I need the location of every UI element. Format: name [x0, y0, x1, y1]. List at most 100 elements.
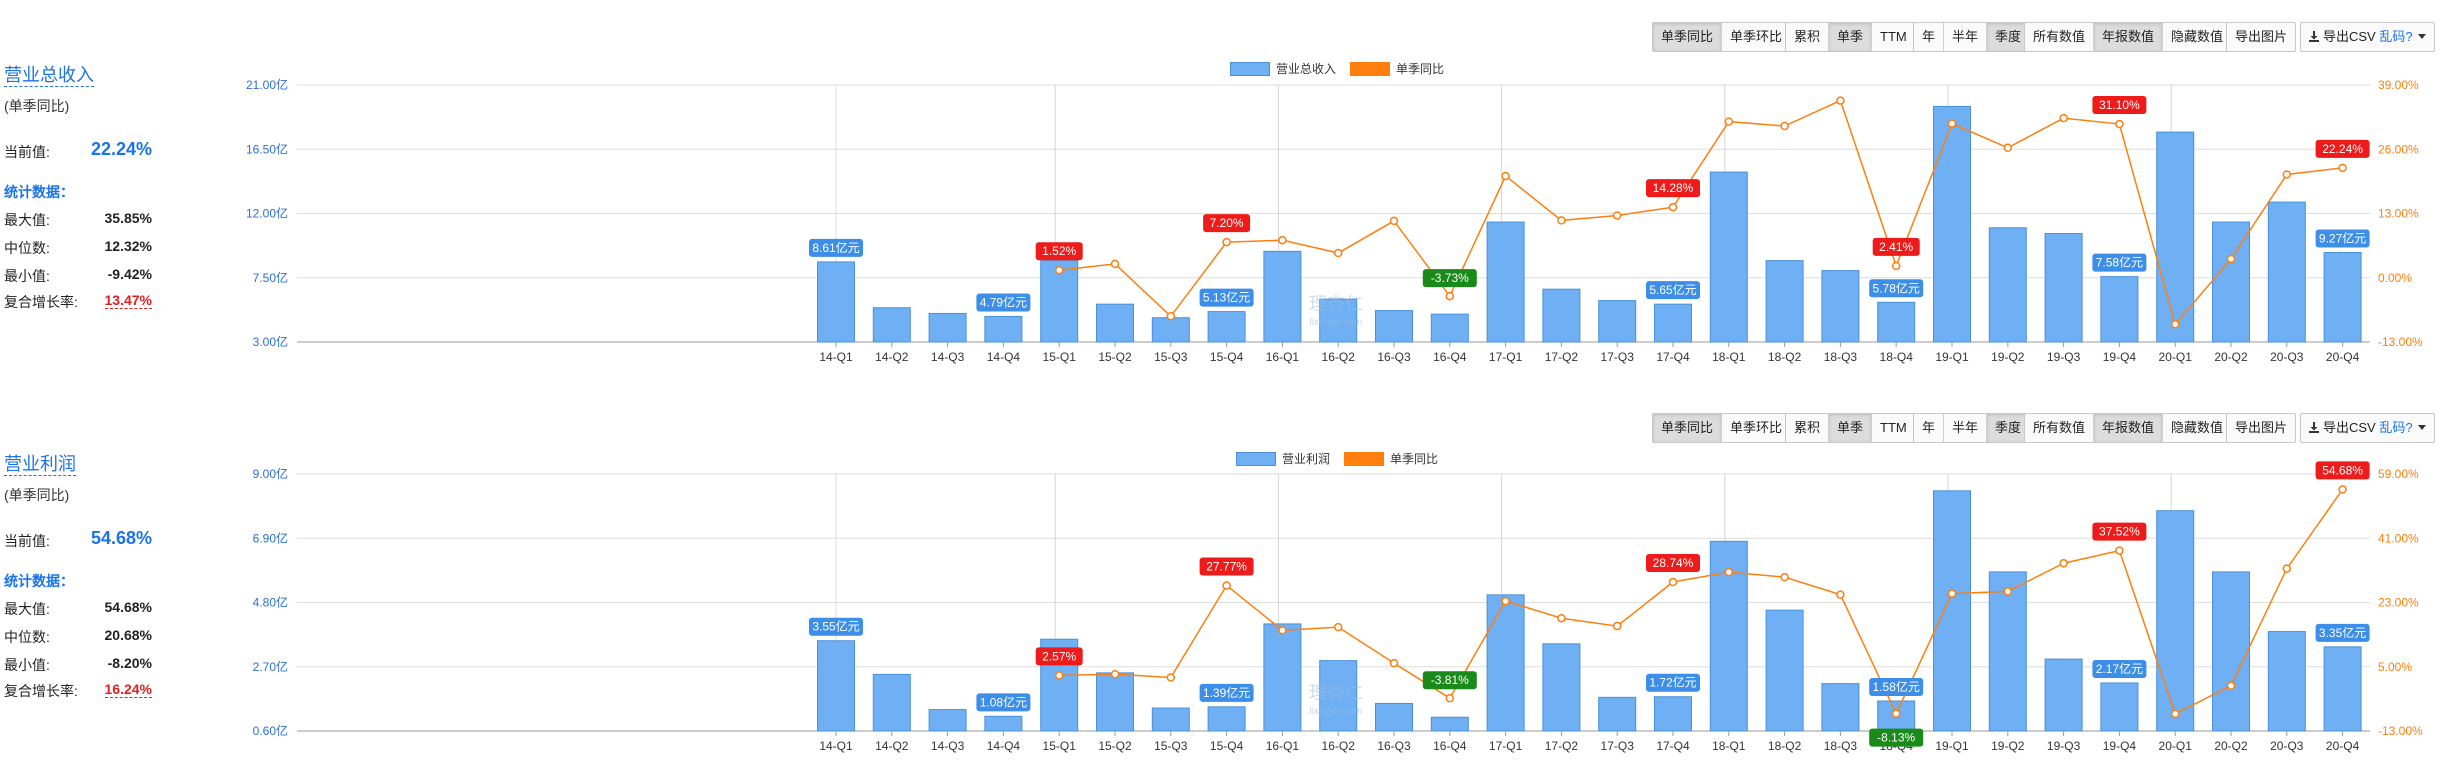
yoy-value-label-bg: [1199, 557, 1254, 576]
legend-line-label[interactable]: 单季同比: [1396, 62, 1445, 76]
yoy-point: [1501, 171, 1510, 181]
quarter-button[interactable]: 季度: [1987, 414, 2030, 442]
legend-bar-label[interactable]: 营业总收入: [1276, 62, 1337, 76]
qoq-button[interactable]: 单季环比: [1730, 29, 1783, 44]
yoy-point: [1278, 626, 1287, 635]
legend-line-swatch: [1350, 61, 1391, 76]
ttm-button[interactable]: TTM: [1880, 29, 1907, 44]
export-image-button[interactable]: 导出图片: [2235, 420, 2288, 435]
bar: [2156, 131, 2195, 343]
granularity-toggle: 年 半年 季度: [1913, 22, 2031, 52]
download-icon: [2309, 31, 2319, 42]
bar-value-label: 3.55亿元: [809, 617, 863, 636]
stat-row-cagr: 复合增长率: 13.47%: [4, 292, 152, 312]
export-csv-button[interactable]: 导出CSV 乱码?: [2301, 414, 2434, 442]
cumulative-button[interactable]: 累积: [1786, 414, 1830, 442]
bar-value-label: 3.35亿元: [2315, 623, 2370, 642]
operating-profit-panel: 营业利润 (单季同比) 当前值: 54.68% 统计数据： 最大值: 54.68…: [0, 389, 2445, 769]
yoy-point: [1836, 96, 1845, 105]
bar-value-label-bg: [976, 293, 1031, 312]
cagr-value[interactable]: 13.47%: [104, 292, 152, 309]
bar-value-label-bg: [1869, 678, 1924, 697]
y-right-tick: -13.00%: [2378, 335, 2423, 349]
yoy-point: [1389, 658, 1399, 668]
yoy-value-label-text: 22.24%: [2322, 142, 2363, 156]
yoy-value-label: -8.13%: [1869, 728, 1924, 747]
bar-value-label-text: 5.78亿元: [1873, 280, 1920, 295]
qoq-button[interactable]: 单季环比: [1730, 420, 1783, 435]
export-image-button[interactable]: 导出图片: [2235, 29, 2288, 44]
metric-title[interactable]: 营业利润: [4, 454, 76, 476]
x-tick-label: 15-Q3: [1154, 739, 1188, 753]
encoding-help-link[interactable]: 乱码?: [2379, 420, 2413, 435]
legend-bar-label[interactable]: 营业利润: [1282, 452, 1331, 466]
bar: [1319, 660, 1358, 732]
y-left-tick: 4.80亿: [253, 595, 288, 610]
hide-values-button[interactable]: 隐藏数值: [2171, 420, 2224, 435]
legend-line-label[interactable]: 单季同比: [1390, 452, 1439, 466]
stat-row-median: 中位数: 20.68%: [4, 627, 152, 647]
bar-value-label-text: 3.35亿元: [2319, 625, 2366, 640]
hide-values-button[interactable]: 隐藏数值: [2171, 29, 2224, 44]
bar-value-label-bg: [2315, 229, 2370, 248]
single-quarter-button[interactable]: 单季: [1829, 414, 1873, 442]
bar-value-label-bg: [809, 617, 863, 636]
half-year-button[interactable]: 半年: [1944, 414, 1988, 442]
single-quarter-button[interactable]: 单季: [1829, 23, 1873, 51]
x-tick-label: 20-Q4: [2326, 350, 2360, 364]
x-tick-label: 16-Q2: [1322, 350, 1356, 364]
yoy-point: [2170, 709, 2180, 719]
export-csv-group: 导出CSV 乱码?: [2300, 413, 2435, 443]
bar-value-label: 8.61亿元: [809, 238, 863, 257]
bar: [1709, 171, 1748, 343]
bar-value-label-bg: [976, 693, 1031, 712]
yoy-button[interactable]: 单季同比: [1653, 23, 1723, 51]
yoy-point: [2282, 170, 2292, 179]
annual-values-button[interactable]: 年报数值: [2094, 414, 2164, 442]
all-values-button[interactable]: 所有数值: [2025, 414, 2095, 442]
yoy-point: [2059, 558, 2068, 568]
yoy-value-label-text: 28.74%: [1653, 556, 1694, 570]
yoy-value-label-bg: [1035, 647, 1083, 666]
cagr-value[interactable]: 16.24%: [104, 681, 152, 698]
year-button[interactable]: 年: [1914, 23, 1945, 51]
annual-values-button[interactable]: 年报数值: [2094, 23, 2164, 51]
stat-label: 最大值:: [4, 601, 50, 617]
bar-value-label-text: 4.79亿元: [980, 294, 1027, 309]
x-tick-label: 17-Q1: [1489, 739, 1523, 753]
yoy-value-label-text: 7.20%: [1210, 216, 1244, 230]
yoy-value-label-bg: [2092, 96, 2147, 115]
half-year-button[interactable]: 半年: [1944, 23, 1988, 51]
stat-row-cagr: 复合增长率: 16.24%: [4, 681, 152, 701]
year-button[interactable]: 年: [1914, 414, 1945, 442]
encoding-help-link[interactable]: 乱码?: [2379, 29, 2413, 44]
stat-label: 最大值:: [4, 212, 50, 228]
x-tick-label: 14-Q1: [819, 739, 853, 753]
yoy-point: [2282, 564, 2292, 573]
bar-value-label-text: 5.13亿元: [1203, 290, 1250, 305]
cumulative-button[interactable]: 累积: [1786, 23, 1830, 51]
x-tick-label: 15-Q4: [1210, 739, 1244, 753]
quarter-button[interactable]: 季度: [1987, 23, 2030, 51]
export-csv-label: 导出CSV: [2323, 420, 2376, 435]
yoy-point: [1166, 673, 1176, 682]
yoy-button[interactable]: 单季同比: [1653, 414, 1723, 442]
yoy-point: [1278, 235, 1287, 245]
all-values-button[interactable]: 所有数值: [2025, 23, 2095, 51]
ttm-button[interactable]: TTM: [1880, 420, 1907, 435]
yoy-point: [1222, 581, 1231, 590]
bar-value-label: 4.79亿元: [976, 293, 1031, 312]
bar: [1430, 313, 1469, 343]
yoy-point: [1724, 117, 1734, 126]
y-left-tick: 21.00亿: [246, 77, 288, 92]
chart-toolbar: 单季同比 单季环比 累积 单季 TTM 年 半年 季度 所有数值 年报数值 隐藏…: [0, 22, 2445, 52]
bar: [1988, 571, 2027, 732]
export-csv-button[interactable]: 导出CSV 乱码?: [2301, 23, 2434, 51]
current-value: 22.24%: [90, 139, 152, 159]
yoy-point: [1110, 669, 1120, 679]
metric-subtitle: (单季同比): [4, 487, 70, 503]
revenue-panel: 营业总收入 (单季同比) 当前值: 22.24% 统计数据： 最大值: 35.8…: [0, 0, 2445, 380]
metric-title[interactable]: 营业总收入: [4, 65, 94, 87]
y-right-tick: 41.00%: [2378, 531, 2419, 545]
bar-value-label-bg: [1199, 288, 1254, 307]
